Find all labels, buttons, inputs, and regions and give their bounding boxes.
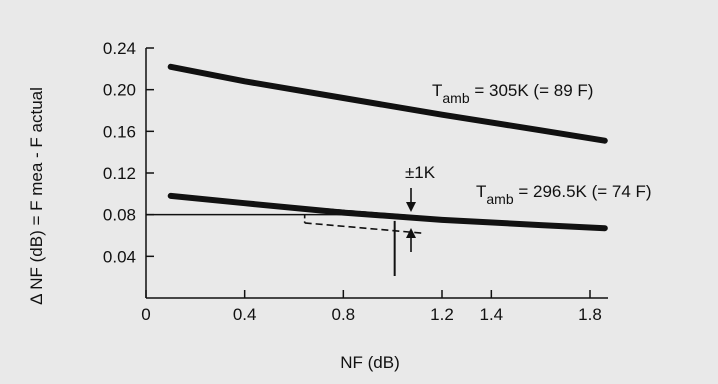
upper-series-sub: amb [442,90,469,106]
upper-series-t: T [432,81,442,100]
x-tick-label: 1.8 [578,305,602,324]
x-tick-label: 0 [141,305,150,324]
arrow-up-head [406,228,416,238]
reference-lines [146,213,396,276]
tolerance-label: ±1K [405,163,436,182]
y-tick-label: 0.12 [103,164,136,183]
series-line-2 [167,192,608,232]
arrow-down-head [406,202,416,212]
x-tick-label: 1.4 [480,305,504,324]
y-tick-label: 0.04 [103,247,136,266]
lower-series-value: = 296.5K (= 74 F) [514,182,652,201]
upper-series-label: Tamb = 305K (= 89 F) [432,81,593,106]
x-ticks: 0 0.4 0.8 1.2 1.4 1.8 [141,290,602,324]
x-tick-label: 0.8 [332,305,356,324]
lower-series-label: Tamb = 296.5K (= 74 F) [476,182,652,207]
y-tick-label: 0.08 [103,206,136,225]
x-tick-label: 1.2 [430,305,454,324]
y-axis-label: Δ NF (dB) = F mea - F actual [27,87,46,305]
series-lines [167,63,608,232]
y-tick-label: 0.20 [103,81,136,100]
lower-series-sub: amb [486,191,513,207]
upper-series-value: = 305K (= 89 F) [470,81,594,100]
x-axis-label: NF (dB) [340,353,400,372]
tolerance-arrows [406,188,416,252]
y-tick-label: 0.24 [103,39,136,58]
series-line-1 [167,63,608,144]
lower-series-t: T [476,182,486,201]
band-lower-dashed [304,222,424,235]
y-ticks: 0.04 0.08 0.12 0.16 0.20 0.24 [103,39,154,266]
x-tick-label: 0.4 [233,305,257,324]
y-tick-label: 0.16 [103,122,136,141]
